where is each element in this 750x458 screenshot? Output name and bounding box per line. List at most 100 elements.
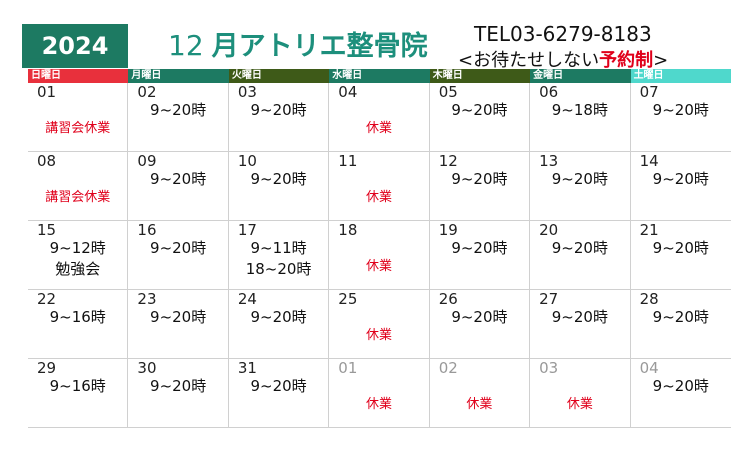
month-number: 12 bbox=[168, 29, 204, 62]
day-cell: 11 休業 bbox=[329, 152, 430, 221]
weekday-header: 土曜日 bbox=[630, 69, 731, 83]
weekday-header: 火曜日 bbox=[228, 69, 330, 83]
day-cell: 14 9~20時 bbox=[630, 152, 731, 221]
day-number: 03 bbox=[237, 83, 257, 101]
day-cell: 15 9~12時 勉強会 bbox=[28, 221, 129, 290]
business-hours: 9~11時 bbox=[250, 239, 307, 257]
day-cell: 26 9~20時 bbox=[429, 290, 531, 359]
day-number: 29 bbox=[37, 359, 57, 377]
reservation-note: <お待たせしない予約制> bbox=[458, 46, 668, 72]
day-cell: 03 9~20時 bbox=[228, 83, 330, 152]
day-number: 20 bbox=[539, 221, 559, 239]
closed-label: 休業 bbox=[365, 328, 392, 343]
day-number: 04 bbox=[639, 359, 659, 377]
business-hours: 9~20時 bbox=[451, 101, 508, 119]
month-unit: 月 bbox=[211, 31, 239, 62]
business-hours: 9~20時 bbox=[250, 101, 307, 119]
business-hours: 9~20時 bbox=[250, 308, 307, 326]
day-cell: 17 9~11時 18~20時 bbox=[228, 221, 330, 290]
business-hours: 9~20時 bbox=[551, 170, 608, 188]
weekday-header: 木曜日 bbox=[429, 69, 531, 83]
day-cell: 09 9~20時 bbox=[128, 152, 229, 221]
weekday-header: 日曜日 bbox=[28, 69, 129, 83]
closed-label: 休業 bbox=[365, 397, 392, 412]
business-hours: 9~20時 bbox=[150, 170, 207, 188]
day-cell: 21 9~20時 bbox=[630, 221, 731, 290]
note-close: > bbox=[653, 50, 669, 71]
day-cell: 20 9~20時 bbox=[530, 221, 631, 290]
day-cell: 19 9~20時 bbox=[429, 221, 531, 290]
day-number: 26 bbox=[438, 290, 458, 308]
note-open: <お待たせしない bbox=[458, 50, 600, 71]
day-cell: 27 9~20時 bbox=[530, 290, 631, 359]
business-hours: 9~18時 bbox=[551, 101, 608, 119]
business-hours: 9~16時 bbox=[49, 377, 106, 395]
day-number: 11 bbox=[338, 152, 358, 170]
day-number: 04 bbox=[338, 83, 358, 101]
year-badge: 2024 bbox=[22, 24, 128, 68]
business-hours: 9~20時 bbox=[451, 170, 508, 188]
closed-label: 休業 bbox=[566, 397, 593, 412]
day-number: 10 bbox=[237, 152, 257, 170]
closed-label: 休業 bbox=[365, 259, 392, 274]
day-cell: 06 9~18時 bbox=[530, 83, 631, 152]
business-hours: 9~20時 bbox=[652, 170, 709, 188]
day-number: 09 bbox=[137, 152, 157, 170]
business-hours: 9~20時 bbox=[250, 377, 307, 395]
day-number: 13 bbox=[539, 152, 559, 170]
day-cell: 07 9~20時 bbox=[630, 83, 731, 152]
day-cell: 03 休業 bbox=[530, 359, 631, 428]
note-highlight: 予約制 bbox=[599, 50, 654, 71]
phone-number: TEL03-6279-8183 bbox=[474, 22, 652, 46]
day-number: 01 bbox=[338, 359, 358, 377]
calendar-grid: 01 講習会休業 02 9~20時 03 9~20時 04 休業 05 9~20時 06 9~18時 0… bbox=[28, 83, 731, 428]
business-hours: 9~20時 bbox=[451, 308, 508, 326]
day-number: 22 bbox=[37, 290, 57, 308]
weekday-header: 月曜日 bbox=[128, 69, 229, 83]
day-number: 24 bbox=[237, 290, 257, 308]
business-hours: 9~20時 bbox=[451, 239, 508, 257]
business-hours: 9~12時 bbox=[49, 239, 106, 257]
day-cell: 01 講習会休業 bbox=[28, 83, 129, 152]
business-hours: 9~16時 bbox=[49, 308, 106, 326]
day-number: 25 bbox=[338, 290, 358, 308]
business-hours: 9~20時 bbox=[150, 239, 207, 257]
day-number: 02 bbox=[438, 359, 458, 377]
weekday-header: 水曜日 bbox=[329, 69, 430, 83]
business-hours: 9~20時 bbox=[652, 308, 709, 326]
year-label: 2024 bbox=[41, 32, 109, 60]
day-cell: 08 講習会休業 bbox=[28, 152, 129, 221]
day-number: 01 bbox=[37, 83, 57, 101]
day-number: 06 bbox=[539, 83, 559, 101]
business-hours: 9~20時 bbox=[150, 377, 207, 395]
day-number: 23 bbox=[137, 290, 157, 308]
day-number: 14 bbox=[639, 152, 659, 170]
day-cell: 23 9~20時 bbox=[128, 290, 229, 359]
day-number: 03 bbox=[539, 359, 559, 377]
business-hours: 9~20時 bbox=[652, 239, 709, 257]
weekday-header: 金曜日 bbox=[530, 69, 631, 83]
closed-label: 講習会休業 bbox=[45, 190, 111, 205]
day-cell: 28 9~20時 bbox=[630, 290, 731, 359]
business-hours: 9~20時 bbox=[551, 308, 608, 326]
business-hours-extra: 勉強会 bbox=[55, 260, 101, 278]
business-hours: 9~20時 bbox=[250, 170, 307, 188]
day-cell: 01 休業 bbox=[329, 359, 430, 428]
day-number: 02 bbox=[137, 83, 157, 101]
day-number: 05 bbox=[438, 83, 458, 101]
day-number: 17 bbox=[237, 221, 257, 239]
business-hours-extra: 18~20時 bbox=[245, 260, 312, 278]
day-cell: 05 9~20時 bbox=[429, 83, 531, 152]
closed-label: 休業 bbox=[365, 121, 392, 136]
weekday-header-row: 日曜日 月曜日 火曜日 水曜日 木曜日 金曜日 土曜日 bbox=[28, 69, 731, 83]
day-cell: 10 9~20時 bbox=[228, 152, 330, 221]
closed-label: 休業 bbox=[365, 190, 392, 205]
day-cell: 16 9~20時 bbox=[128, 221, 229, 290]
day-cell: 13 9~20時 bbox=[530, 152, 631, 221]
day-cell: 12 9~20時 bbox=[429, 152, 531, 221]
day-cell: 29 9~16時 bbox=[28, 359, 129, 428]
business-hours: 9~20時 bbox=[652, 377, 709, 395]
day-number: 07 bbox=[639, 83, 659, 101]
day-number: 21 bbox=[639, 221, 659, 239]
day-cell: 31 9~20時 bbox=[228, 359, 330, 428]
